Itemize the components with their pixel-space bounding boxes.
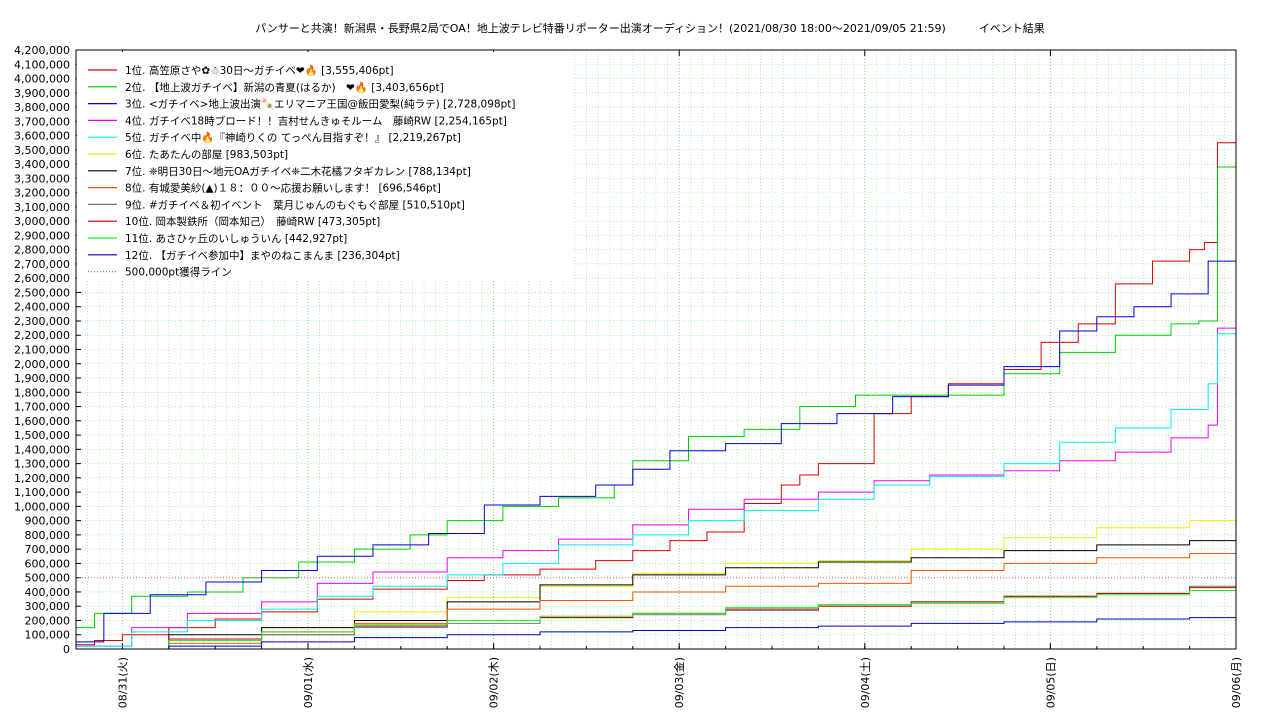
y-tick-label: 2,300,000 <box>14 315 70 328</box>
legend-entry: 1位. 高笠原さや✿☃30日〜ガチイベ❤🔥 [3,555,406pt] <box>125 64 394 77</box>
y-tick-label: 2,700,000 <box>14 258 70 271</box>
y-tick-label: 1,000,000 <box>14 500 70 513</box>
y-tick-label: 2,000,000 <box>14 358 70 371</box>
y-tick-label: 4,000,000 <box>14 73 70 86</box>
y-tick-label: 1,700,000 <box>14 401 70 414</box>
y-tick-label: 2,800,000 <box>14 244 70 257</box>
y-tick-label: 2,500,000 <box>14 286 70 299</box>
y-tick-label: 900,000 <box>25 515 71 528</box>
x-tick-label: 09/05(日) <box>1044 657 1057 708</box>
chart-title: パンサーと共演！新潟県・長野県2局でOA！地上波テレビ特番リポーター出演オーディ… <box>255 22 1045 35</box>
y-tick-label: 3,700,000 <box>14 115 70 128</box>
series-line-12 <box>76 615 1237 650</box>
y-tick-label: 1,400,000 <box>14 443 70 456</box>
plot-frame <box>75 49 1237 650</box>
y-tick-label: 3,400,000 <box>14 158 70 171</box>
y-tick-label: 1,100,000 <box>14 486 70 499</box>
legend-entry: 11位. あさひヶ丘のいしゅういん [442,927pt] <box>125 232 347 245</box>
legend-entry: 10位. 岡本製鉄所（岡本知己） 藤崎RW [473,305pt] <box>125 215 380 228</box>
y-tick-label: 800,000 <box>25 529 71 542</box>
y-tick-label: 1,500,000 <box>14 429 70 442</box>
y-tick-label: 200,000 <box>25 614 71 627</box>
y-tick-label: 2,100,000 <box>14 344 70 357</box>
series-line-5 <box>76 332 1237 647</box>
y-tick-label: 2,600,000 <box>14 272 70 285</box>
y-tick-label: 3,200,000 <box>14 187 70 200</box>
y-tick-label: 2,200,000 <box>14 329 70 342</box>
y-tick-label: 3,900,000 <box>14 87 70 100</box>
legend-entry: 7位. ❈明日30日〜地元OAガチイベ❈二木花橘フタギカレン [788,134p… <box>125 165 471 178</box>
y-tick-label: 3,300,000 <box>14 172 70 185</box>
y-tick-label: 2,900,000 <box>14 229 70 242</box>
y-tick-label: 700,000 <box>25 543 71 556</box>
legend-entry: 2位. 【地上波ガチイベ】新潟の青夏(はるか) ❤🔥 [3,403,656pt] <box>125 81 444 94</box>
y-tick-label: 1,900,000 <box>14 372 70 385</box>
y-tick-label: 0 <box>63 643 70 656</box>
y-tick-label: 3,600,000 <box>14 130 70 143</box>
legend-entry: 3位. <ガチイベ>地上波出演🍡エリマニア王国@飯田愛梨(純ラテ) [2,728… <box>125 98 515 111</box>
legend-box <box>77 52 573 281</box>
legend-entry: 4位. ガチイベ18時ブロード！！吉村せんきゅそルーム 藤崎RW [2,254,… <box>125 114 507 127</box>
y-tick-label: 1,600,000 <box>14 415 70 428</box>
legend-entry: 6位. たあたんの部屋 [983,503pt] <box>125 148 288 161</box>
y-tick-label: 1,200,000 <box>14 472 70 485</box>
y-tick-label: 1,300,000 <box>14 458 70 471</box>
y-tick-label: 2,400,000 <box>14 301 70 314</box>
y-tick-label: 3,500,000 <box>14 144 70 157</box>
y-tick-label: 4,100,000 <box>14 58 70 71</box>
legend-entry: 8位. 有城愛美紗(▲)１８：００〜応援お願いします！ [696,546pt] <box>125 182 441 195</box>
y-tick-label: 3,100,000 <box>14 201 70 214</box>
x-tick-label: 09/06(月) <box>1230 657 1243 708</box>
y-tick-label: 600,000 <box>25 557 71 570</box>
y-tick-label: 500,000 <box>25 572 71 585</box>
y-tick-label: 1,800,000 <box>14 386 70 399</box>
x-tick-label: 09/02(木) <box>488 657 501 708</box>
x-tick-label: 09/01(水) <box>302 657 315 708</box>
legend-entry: 9位. #ガチイベ＆初イベント 葉月じゅんのもぐもぐ部屋 [510,510pt] <box>125 198 465 211</box>
x-tick-label: 09/03(金) <box>672 657 686 708</box>
series-line-3 <box>76 259 1237 643</box>
y-tick-label: 3,000,000 <box>14 215 70 228</box>
y-tick-label: 400,000 <box>25 586 71 599</box>
x-tick-label: 08/31(火) <box>116 657 129 708</box>
series-line-11 <box>76 585 1237 650</box>
x-tick-label: 09/04(土) <box>859 657 872 708</box>
legend-entry: 5位. ガチイベ中🔥『神崎りくの てっぺん目指すぞ！』 [2,219,267pt… <box>125 131 461 144</box>
y-tick-label: 4,200,000 <box>14 44 70 57</box>
legend-entry: 500,000pt獲得ライン <box>125 266 232 279</box>
series-line-7 <box>76 536 1237 650</box>
legend-entry: 12位. 【ガチイベ参加中】まやのねこまんま [236,304pt] <box>125 249 400 262</box>
y-tick-label: 300,000 <box>25 600 71 613</box>
y-tick-label: 100,000 <box>25 629 71 642</box>
y-tick-label: 3,800,000 <box>14 101 70 114</box>
